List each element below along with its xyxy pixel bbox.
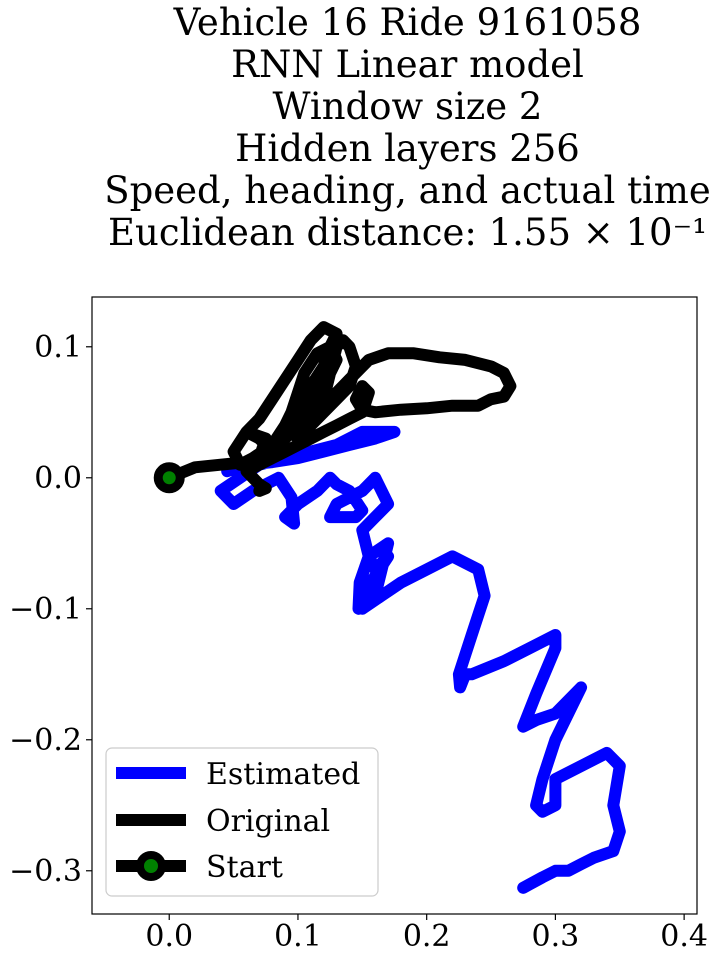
x-tick-label: 0.3 [532, 919, 580, 954]
legend-swatch-start-marker [136, 851, 166, 881]
y-tick-label: 0.0 [34, 461, 82, 496]
y-axis: 0.1 0.0 −0.1 −0.2 −0.3 [9, 330, 92, 889]
title-line: Euclidean distance: 1.55 × 10⁻¹ [108, 211, 707, 254]
legend-box [105, 747, 379, 897]
x-axis: 0.0 0.1 0.2 0.3 0.4 [145, 914, 708, 954]
title-line: Vehicle 16 Ride 9161058 [173, 1, 642, 44]
start-marker [153, 462, 185, 494]
x-tick-label: 0.1 [274, 919, 322, 954]
x-tick-label: 0.0 [145, 919, 193, 954]
y-tick-label: −0.1 [9, 592, 82, 627]
y-tick-label: −0.2 [9, 723, 82, 758]
y-tick-label: 0.1 [34, 330, 82, 365]
chart-title: Vehicle 16 Ride 9161058 RNN Linear model… [0, 2, 727, 254]
legend: Estimated Original Start [105, 747, 379, 897]
x-tick-label: 0.4 [660, 919, 708, 954]
series-line-original [163, 321, 517, 497]
legend-label-estimated: Estimated [206, 757, 360, 792]
title-line: Hidden layers 256 [235, 127, 580, 170]
title-line: Speed, heading, and actual time [104, 169, 711, 212]
series-line-estimated [214, 425, 626, 894]
y-tick-label: −0.3 [9, 854, 82, 889]
legend-label-original: Original [206, 804, 330, 839]
series-layer [153, 321, 626, 894]
title-line: RNN Linear model [231, 43, 584, 86]
legend-label-start: Start [206, 850, 283, 885]
title-line: Window size 2 [272, 85, 543, 128]
x-tick-label: 0.2 [403, 919, 451, 954]
